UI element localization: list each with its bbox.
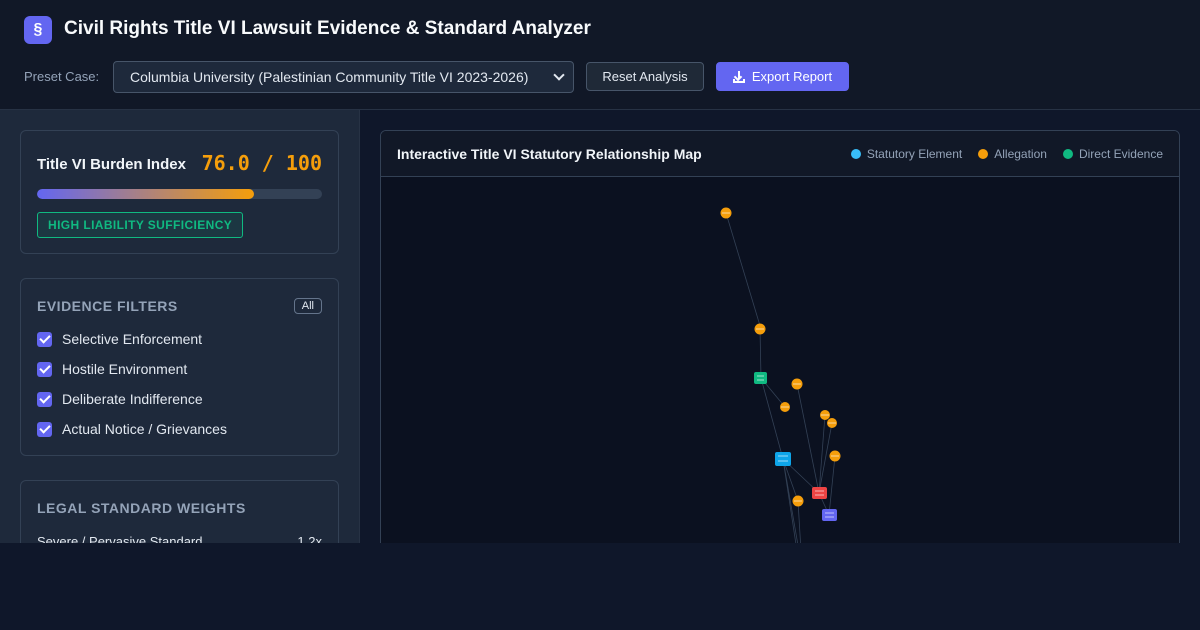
evidence-filters-title: EVIDENCE FILTERS — [37, 298, 178, 314]
map-header: Interactive Title VI Statutory Relations… — [381, 131, 1179, 177]
map-title: Interactive Title VI Statutory Relations… — [397, 146, 702, 162]
graph-edge — [818, 422, 833, 494]
checkbox-checked-icon[interactable] — [37, 391, 52, 407]
export-report-label: Export Report — [751, 69, 833, 84]
checkbox-checked-icon[interactable] — [37, 421, 52, 437]
export-report-button[interactable]: Export Report — [716, 62, 849, 91]
legend-label: Statutory Element — [866, 147, 963, 161]
node-glyphs — [722, 212, 839, 518]
reset-analysis-button[interactable]: Reset Analysis — [586, 62, 704, 91]
weight-label: Severe / Pervasive Standard — [37, 534, 203, 543]
filter-label: Deliberate Indifference — [62, 391, 203, 407]
graph-edge — [760, 377, 784, 460]
preset-case-label: Preset Case: — [24, 69, 100, 84]
app-title: Civil Rights Title VI Lawsuit Evidence &… — [64, 18, 591, 39]
graph-edge — [725, 212, 762, 330]
legend-statutory-element: Statutory Element — [850, 147, 963, 161]
filter-deliberate-indifference[interactable]: Deliberate Indifference — [37, 389, 203, 409]
graph-edge — [782, 458, 798, 549]
filter-actual-notice[interactable]: Actual Notice / Grievances — [37, 419, 227, 439]
direct-evidence-node[interactable] — [754, 372, 767, 384]
section-sign-logo-icon: § — [24, 16, 52, 44]
burden-index-value: 76.0 / 100 — [201, 151, 322, 175]
legal-weights-title: LEGAL STANDARD WEIGHTS — [37, 500, 246, 516]
allegation-dot-icon — [978, 149, 989, 159]
legend-allegation: Allegation — [978, 147, 1047, 161]
app-header: § Civil Rights Title VI Lawsuit Evidence… — [0, 0, 1200, 110]
filter-label: Actual Notice / Grievances — [62, 421, 227, 437]
checkbox-checked-icon[interactable] — [37, 361, 52, 377]
weight-row-severe-pervasive[interactable]: Severe / Pervasive Standard 1.2x — [37, 534, 322, 543]
evidence-filters-card: EVIDENCE FILTERS All Selective Enforceme… — [20, 278, 339, 456]
select-all-button[interactable]: All — [293, 298, 322, 314]
filter-label: Selective Enforcement — [62, 331, 203, 347]
legend-label: Direct Evidence — [1078, 147, 1163, 161]
graph-nodes[interactable] — [720, 207, 841, 522]
graph-edge — [818, 414, 826, 494]
legend-direct-evidence: Direct Evidence — [1062, 147, 1163, 161]
sidebar: Title VI Burden Index 76.0 / 100 HIGH LI… — [0, 110, 360, 543]
map-legend: Statutory Element Allegation Direct Evid… — [850, 147, 1163, 161]
graph-edge — [759, 328, 762, 379]
download-icon — [732, 70, 745, 83]
burden-index-card: Title VI Burden Index 76.0 / 100 HIGH LI… — [20, 130, 339, 254]
violation-node[interactable] — [812, 487, 827, 499]
relationship-graph[interactable] — [381, 177, 1180, 550]
filter-selective-enforcement[interactable]: Selective Enforcement — [37, 329, 202, 349]
weight-value: 1.2x — [297, 534, 322, 543]
filter-label: Hostile Environment — [62, 361, 188, 377]
filter-hostile-environment[interactable]: Hostile Environment — [37, 359, 187, 379]
legend-label: Allegation — [994, 147, 1047, 161]
direct-evidence-dot-icon — [1062, 149, 1073, 159]
legal-standard-weights-card: LEGAL STANDARD WEIGHTS Severe / Pervasiv… — [20, 480, 339, 543]
graph-edge — [828, 455, 836, 516]
graph-edges — [725, 212, 836, 549]
relationship-map-panel: Interactive Title VI Statutory Relations… — [380, 130, 1180, 550]
page-background — [0, 543, 1200, 630]
graph-edge — [797, 500, 802, 549]
statutory-element-dot-icon — [850, 149, 861, 159]
liability-status-badge: HIGH LIABILITY SUFFICIENCY — [37, 212, 244, 238]
burden-progress-bar — [37, 189, 322, 199]
statutory-element-node[interactable] — [775, 452, 791, 466]
checkbox-checked-icon[interactable] — [37, 331, 52, 347]
burden-progress-fill — [37, 189, 254, 199]
burden-index-label: Title VI Burden Index — [37, 156, 186, 173]
standard-node[interactable] — [822, 509, 837, 521]
graph-edge — [796, 383, 820, 494]
preset-case-select[interactable]: Columbia University (Palestinian Communi… — [113, 61, 574, 93]
chevron-down-icon — [553, 69, 565, 81]
preset-case-value: Columbia University (Palestinian Communi… — [130, 69, 529, 85]
